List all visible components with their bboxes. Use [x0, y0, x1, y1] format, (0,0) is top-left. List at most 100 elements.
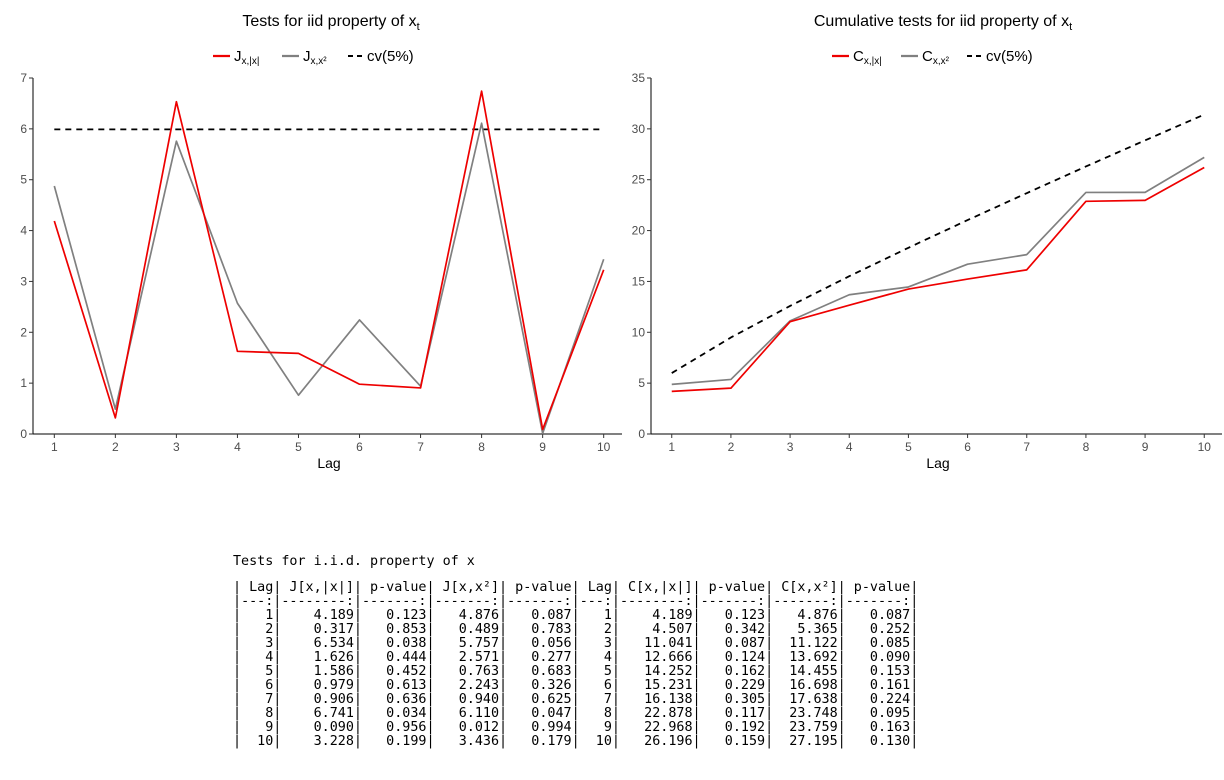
y-tick-label: 4 — [20, 224, 27, 238]
table-cell: 8| — [579, 706, 620, 721]
table-cell: 0.277| — [507, 650, 580, 665]
y-tick-label: 25 — [632, 173, 646, 187]
legend-label-subscript: x,x² — [311, 56, 328, 67]
table-cell: 0.192| — [700, 720, 774, 735]
x-tick-label: 9 — [1142, 440, 1149, 454]
chart-title-text: Tests for iid property of x — [242, 13, 416, 30]
table-separator-row: | ---:| --------:| -------:| -------:| ------… — [233, 595, 918, 609]
table-cell: 3| — [579, 636, 620, 651]
table-cell: 0.087| — [845, 608, 919, 623]
legend-label-main: J — [303, 48, 311, 65]
table-pipe: | — [233, 622, 242, 637]
table-separator-cell: ---:| — [241, 594, 282, 609]
chart-title-text: Cumulative tests for iid property of x — [814, 13, 1069, 30]
table-cell: 0.625| — [507, 692, 580, 707]
table-cell: 0.613| — [362, 678, 435, 693]
table-cell: J[x,|x|]| — [281, 580, 362, 595]
legend-label-1: Jx,|x| — [234, 48, 259, 67]
legend-label-2: Jx,x² — [303, 48, 327, 67]
table-cell: 0.199| — [362, 734, 435, 749]
series-line-1 — [53, 90, 605, 431]
series-line-1 — [671, 166, 1205, 393]
table-cell: 3| — [241, 636, 282, 651]
table-cell: 4.507| — [620, 622, 701, 637]
x-tick-label: 4 — [234, 440, 241, 454]
table-separator-cell: -------:| — [773, 594, 846, 609]
legend-label-subscript: x,|x| — [864, 56, 882, 67]
x-tick-label: 3 — [787, 440, 794, 454]
x-tick-label: 8 — [478, 440, 485, 454]
legend-label-3: cv(5%) — [986, 48, 1033, 65]
results-table-body: | Lag| J[x,|x|]| p-value| J[x,x²]| p-val… — [233, 581, 918, 749]
y-tick-label: 3 — [20, 274, 27, 288]
table-cell: 0.763| — [434, 664, 508, 679]
table-cell: 0.087| — [507, 608, 580, 623]
table-cell: 10| — [579, 734, 620, 749]
table-cell: 5| — [579, 664, 620, 679]
table-cell: p-value| — [700, 580, 774, 595]
table-cell: 5.365| — [773, 622, 846, 637]
table-cell: 0.087| — [700, 636, 774, 651]
table-cell: 22.878| — [620, 706, 701, 721]
table-cell: 6.534| — [281, 636, 362, 651]
table-cell: 0.326| — [507, 678, 580, 693]
table-cell: Lag| — [579, 580, 620, 595]
x-tick-label: 6 — [356, 440, 363, 454]
x-tick-label: 3 — [173, 440, 180, 454]
table-separator-cell: -------:| — [362, 594, 435, 609]
table-cell: 0.153| — [845, 664, 919, 679]
table-pipe: | — [233, 678, 242, 693]
table-cell: 26.196| — [620, 734, 701, 749]
table-cell: 10| — [241, 734, 282, 749]
table-cell: 0.229| — [700, 678, 774, 693]
table-pipe: | — [233, 664, 242, 679]
legend-label-subscript: x,x² — [933, 56, 950, 67]
chart-title: Tests for iid property of xt — [242, 13, 419, 33]
chart-title-subscript: t — [417, 21, 420, 33]
table-separator-cell: -------:| — [700, 594, 774, 609]
table-cell: p-value| — [507, 580, 580, 595]
table-cell: 12.666| — [620, 650, 701, 665]
table-cell: C[x,x²]| — [773, 580, 846, 595]
table-cell: 14.455| — [773, 664, 846, 679]
table-row: | 5| 1.586| 0.452| 0.763| 0.683| 5| 14.2… — [233, 665, 918, 679]
table-pipe: | — [233, 594, 242, 609]
table-cell: 0.305| — [700, 692, 774, 707]
table-header-row: | Lag| J[x,|x|]| p-value| J[x,x²]| p-val… — [233, 581, 918, 595]
table-row: | 4| 1.626| 0.444| 2.571| 0.277| 4| 12.6… — [233, 651, 918, 665]
legend-label-3: cv(5%) — [367, 48, 414, 65]
x-tick-label: 1 — [668, 440, 675, 454]
table-separator-cell: -------:| — [507, 594, 580, 609]
table-cell: 6| — [241, 678, 282, 693]
table-cell: 0.012| — [434, 720, 508, 735]
results-table: | Lag| J[x,|x|]| p-value| J[x,x²]| p-val… — [233, 581, 918, 749]
table-cell: 0.163| — [845, 720, 919, 735]
x-tick-label: 2 — [728, 440, 735, 454]
table-cell: 0.090| — [281, 720, 362, 735]
x-tick-label: 9 — [539, 440, 546, 454]
table-cell: 16.138| — [620, 692, 701, 707]
table-cell: 23.759| — [773, 720, 846, 735]
table-cell: 6.110| — [434, 706, 508, 721]
table-pipe: | — [233, 692, 242, 707]
x-tick-label: 5 — [295, 440, 302, 454]
table-cell: 4.189| — [281, 608, 362, 623]
table-cell: 3.436| — [434, 734, 508, 749]
y-tick-label: 10 — [632, 325, 646, 339]
table-cell: 0.124| — [700, 650, 774, 665]
x-axis-label: Lag — [317, 455, 340, 471]
table-cell: 0.159| — [700, 734, 774, 749]
chart-title-subscript: t — [1069, 21, 1072, 33]
table-cell: 0.317| — [281, 622, 362, 637]
table-cell: 8| — [241, 706, 282, 721]
y-tick-label: 20 — [632, 224, 646, 238]
y-tick-label: 35 — [632, 71, 646, 85]
table-cell: 0.444| — [362, 650, 435, 665]
x-axis-label: Lag — [926, 455, 949, 471]
y-tick-label: 5 — [638, 376, 645, 390]
table-cell: 0.956| — [362, 720, 435, 735]
table-row: | 9| 0.090| 0.956| 0.012| 0.994| 9| 22.9… — [233, 721, 918, 735]
table-cell: 2.243| — [434, 678, 508, 693]
table-cell: 0.994| — [507, 720, 580, 735]
